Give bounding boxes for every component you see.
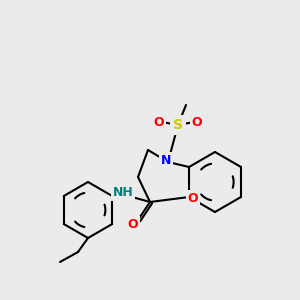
Text: NH: NH <box>112 187 134 200</box>
Text: N: N <box>161 154 171 166</box>
Text: O: O <box>192 116 202 128</box>
Text: O: O <box>128 218 138 230</box>
Text: O: O <box>188 191 198 205</box>
Text: S: S <box>173 118 183 132</box>
Text: O: O <box>154 116 164 128</box>
